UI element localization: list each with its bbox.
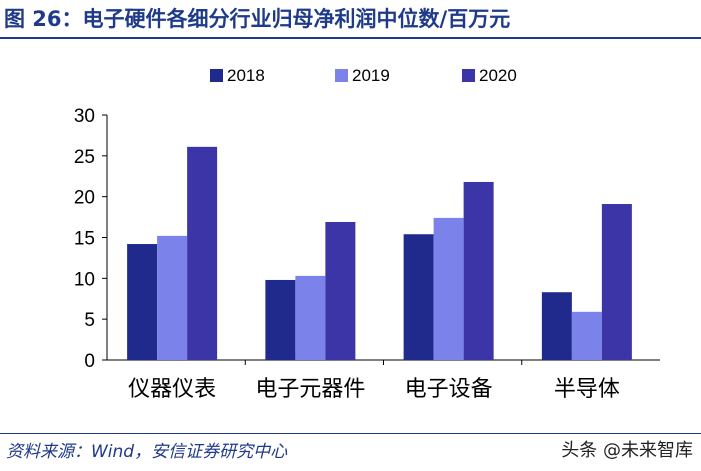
legend-label-2019: 2019 <box>352 66 390 85</box>
x-tick-label: 半导体 <box>554 377 620 402</box>
y-tick-label: 0 <box>84 351 95 372</box>
legend-swatch-2018 <box>210 69 223 82</box>
y-tick-label: 20 <box>74 188 95 209</box>
bar-chart: 2018 2019 2020 0 5 10 15 20 25 30 仪器仪表 电子元器件 电子设备 半导体 <box>74 66 660 402</box>
x-tick-label: 仪器仪表 <box>128 377 216 402</box>
bar-2020-2 <box>463 181 494 360</box>
x-tick-label: 电子设备 <box>405 377 493 402</box>
y-tick-label: 10 <box>74 269 95 290</box>
bar-2018-2 <box>403 234 434 360</box>
source-note: 资料来源：Wind，安信证券研究中心 <box>6 442 288 462</box>
x-tick-label: 电子元器件 <box>255 377 365 402</box>
bar-2020-3 <box>601 204 632 360</box>
legend-label-2018: 2018 <box>227 66 265 85</box>
bar-2020-0 <box>187 146 218 360</box>
bar-2019-2 <box>433 217 464 360</box>
watermark: 头条 @未来智库 <box>561 440 693 461</box>
legend-swatch-2020 <box>462 69 475 82</box>
y-tick-label: 25 <box>74 147 95 168</box>
bar-2019-3 <box>571 311 602 360</box>
bar-2019-0 <box>157 235 188 360</box>
legend-label-2020: 2020 <box>479 66 517 85</box>
bar-2018-1 <box>265 279 296 360</box>
y-tick-label: 15 <box>74 229 95 250</box>
bar-2018-3 <box>541 292 572 360</box>
bar-2019-1 <box>295 275 326 360</box>
legend-swatch-2019 <box>335 69 348 82</box>
footer-divider <box>0 433 701 434</box>
y-tick-label: 30 <box>74 106 95 127</box>
title-divider <box>0 37 701 39</box>
figure-title: 图 26：电子硬件各细分行业归母净利润中位数/百万元 <box>4 7 511 31</box>
bar-2018-0 <box>127 244 158 360</box>
y-tick-label: 5 <box>84 310 95 331</box>
bar-2020-1 <box>325 221 356 360</box>
